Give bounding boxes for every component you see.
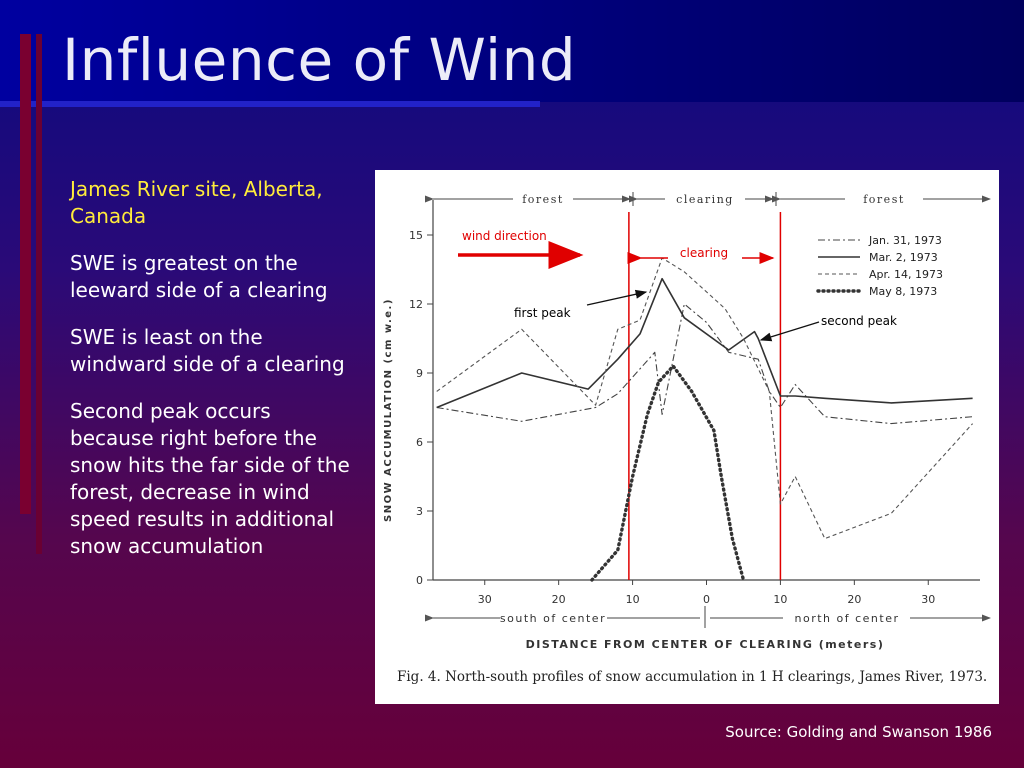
y-axis-label: SNOW ACCUMULATION (cm w.e.) [383, 298, 394, 522]
y-tick-label: 6 [416, 436, 423, 449]
legend-entry: May 8, 1973 [869, 285, 937, 298]
figure-caption: Fig. 4. North-south profiles of snow acc… [397, 669, 987, 685]
first-peak-arrow [586, 289, 648, 306]
x-tick-label: 20 [847, 593, 861, 606]
x-tick-label: 0 [703, 593, 710, 606]
direction-bar: south of center north of center [425, 606, 991, 628]
y-tick-label: 3 [416, 505, 423, 518]
series-line-solid [436, 277, 973, 409]
x-axis-label: DISTANCE FROM CENTER OF CLEARING (meters… [526, 638, 885, 651]
x-ticks: 30 20 10 0 10 20 30 [478, 580, 935, 606]
decorative-bar-thin [36, 34, 42, 554]
zone-label-forest-south: forest [522, 193, 564, 206]
legend: Jan. 31, 1973 Mar. 2, 1973 Apr. 14, 1973 Ma… [816, 234, 943, 298]
y-ticks: 0 3 6 9 12 15 [409, 229, 433, 587]
north-of-center-label: north of center [795, 612, 900, 625]
y-tick-label: 0 [416, 574, 423, 587]
wind-direction-label: wind direction [462, 229, 547, 243]
source-citation: Source: Golding and Swanson 1986 [725, 723, 992, 741]
series-line-dotted [590, 364, 746, 582]
zone-bar: forest clearing forest [425, 192, 991, 206]
first-peak-label: first peak [514, 306, 571, 320]
series-layer [436, 257, 974, 582]
x-tick-label: 20 [552, 593, 566, 606]
bullet-list: James River site, Alberta, Canada SWE is… [70, 176, 360, 580]
zone-label-forest-north: forest [863, 193, 905, 206]
x-tick-label: 10 [626, 593, 640, 606]
slide-title: Influence of Wind [62, 26, 577, 94]
title-underline [0, 101, 540, 107]
second-peak-arrow [759, 321, 820, 342]
y-tick-label: 15 [409, 229, 423, 242]
x-tick-label: 30 [921, 593, 935, 606]
south-of-center-label: south of center [500, 612, 606, 625]
y-tick-label: 12 [409, 298, 423, 311]
windward-bullet: SWE is least on the windward side of a c… [70, 325, 345, 376]
second-peak-label: second peak [821, 314, 897, 328]
legend-entry: Mar. 2, 1973 [869, 251, 938, 264]
legend-entry: Apr. 14, 1973 [869, 268, 943, 281]
x-tick-label: 30 [478, 593, 492, 606]
decorative-bar [20, 34, 31, 514]
leeward-bullet: SWE is greatest on the leeward side of a… [70, 251, 328, 302]
x-tick-label: 10 [773, 593, 787, 606]
legend-entry: Jan. 31, 1973 [868, 234, 942, 247]
snow-profile-chart: forest clearing forest 0 3 6 9 12 15 30 20 10 0 1… [383, 192, 991, 685]
series-line-dashed [436, 257, 974, 540]
second-peak-bullet: Second peak occurs because right before … [70, 399, 350, 558]
series-line-dashdot [436, 303, 973, 425]
figure-panel: forest clearing forest 0 3 6 9 12 15 30 20 10 0 1… [375, 170, 999, 704]
title-bar [0, 0, 1024, 102]
clearing-annotation: clearing [680, 246, 728, 260]
y-tick-label: 9 [416, 367, 423, 380]
zone-label-clearing: clearing [676, 193, 734, 206]
site-bullet: James River site, Alberta, Canada [70, 177, 323, 228]
